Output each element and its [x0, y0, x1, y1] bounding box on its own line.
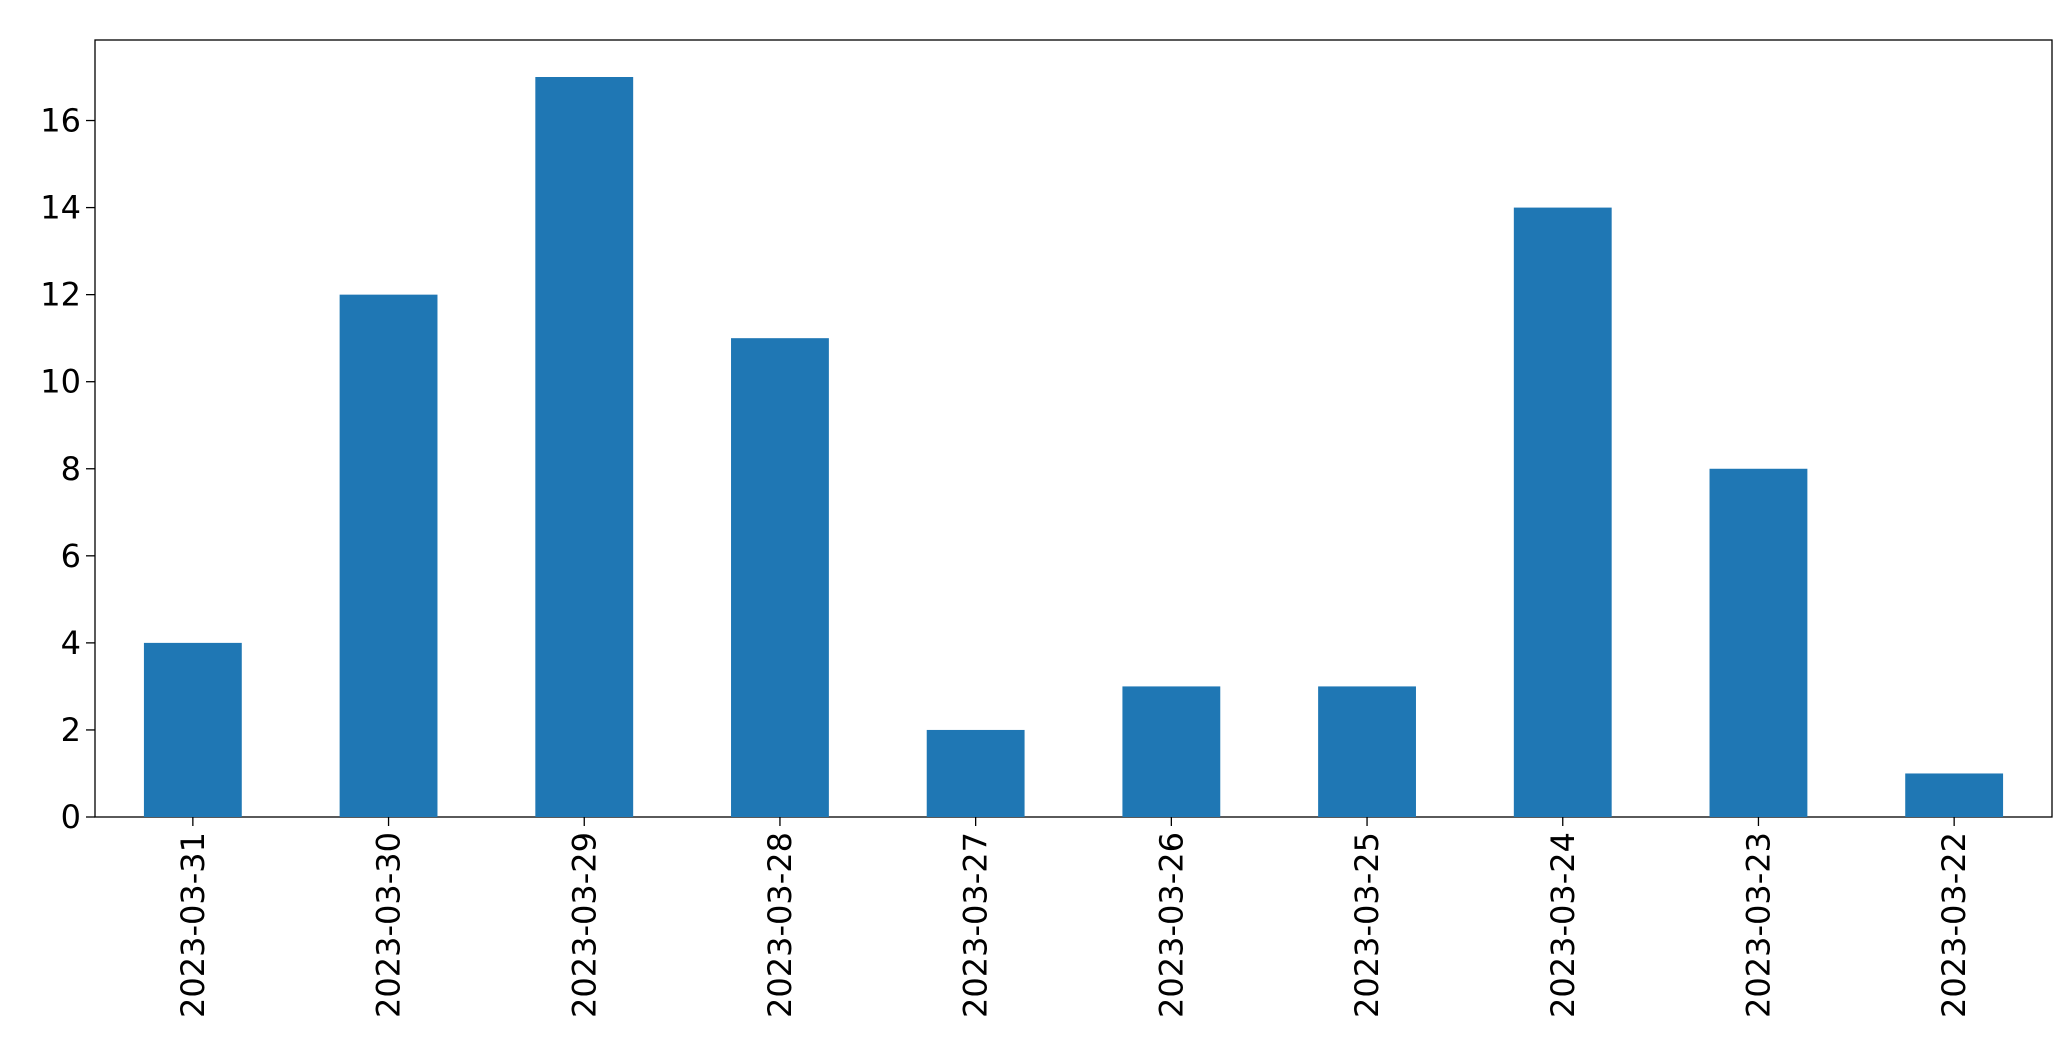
bar — [1905, 773, 2004, 817]
x-tick-label: 2023-03-30 — [370, 832, 408, 1018]
x-tick-label: 2023-03-22 — [1935, 832, 1973, 1018]
y-tick-label: 4 — [61, 624, 81, 662]
plot-frame — [94, 39, 2053, 818]
bar — [339, 294, 438, 817]
x-tick-label: 2023-03-25 — [1348, 832, 1386, 1018]
bar — [1318, 686, 1416, 817]
y-tick-label: 14 — [40, 189, 81, 227]
x-tick-label: 2023-03-27 — [957, 832, 995, 1018]
x-tick-label: 2023-03-24 — [1544, 832, 1582, 1018]
bar — [731, 338, 829, 817]
bar — [926, 729, 1025, 817]
x-tick-label: 2023-03-29 — [565, 832, 603, 1018]
y-tick-label: 10 — [40, 363, 81, 401]
bar — [143, 642, 242, 817]
bar — [535, 77, 634, 817]
y-tick-label: 12 — [40, 276, 81, 314]
x-tick-label: 2023-03-28 — [761, 832, 799, 1018]
bar — [1513, 207, 1612, 817]
bar — [1709, 468, 1808, 817]
y-tick-label: 0 — [61, 798, 81, 836]
y-tick-label: 2 — [61, 711, 81, 749]
x-tick-label: 2023-03-23 — [1739, 832, 1777, 1018]
y-tick-label: 16 — [40, 102, 81, 140]
bar — [1122, 686, 1221, 817]
y-tick-label: 6 — [61, 537, 81, 575]
y-tick-label: 8 — [61, 450, 81, 488]
x-tick-label: 2023-03-31 — [174, 832, 212, 1018]
x-tick-label: 2023-03-26 — [1152, 832, 1190, 1018]
